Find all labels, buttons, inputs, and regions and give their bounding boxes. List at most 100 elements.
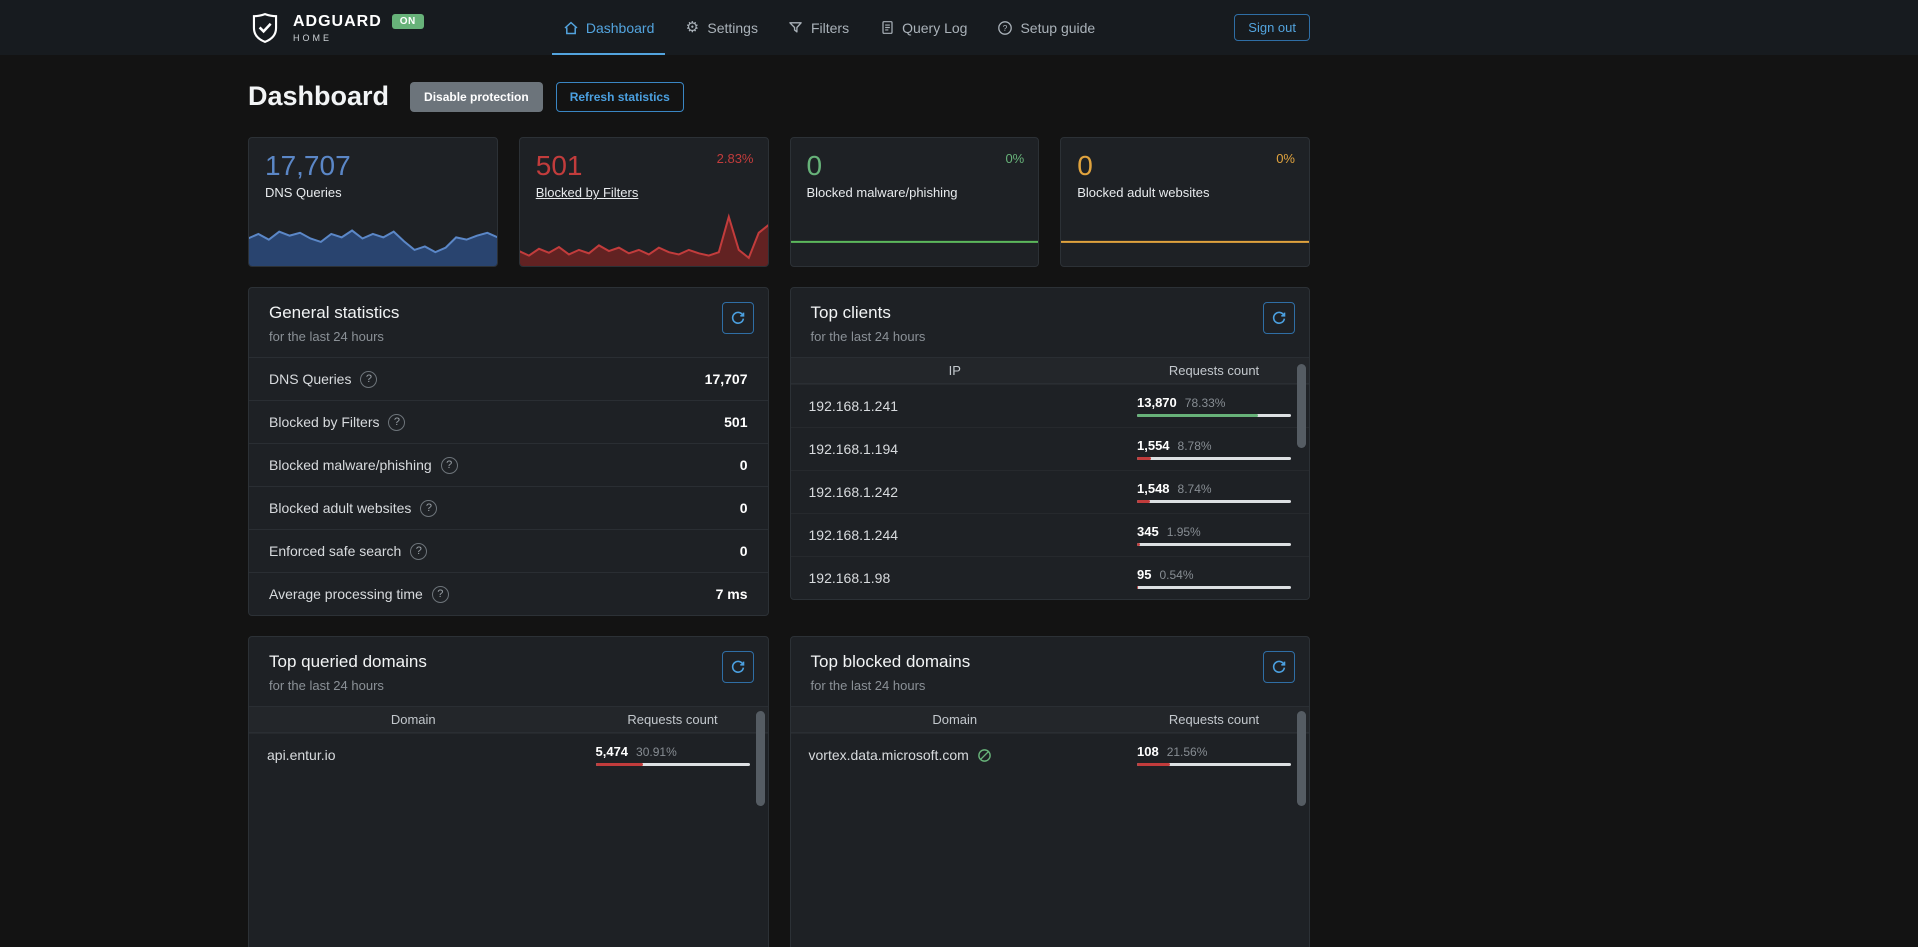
refresh-general-statistics-button[interactable] <box>721 302 754 334</box>
scrollbar-thumb[interactable] <box>1297 364 1306 448</box>
document-icon <box>879 20 895 36</box>
stat-row-label: Blocked adult websites <box>269 500 412 516</box>
client-row: 192.168.1.244 345 1.95% <box>790 513 1309 556</box>
scrollbar-thumb[interactable] <box>755 711 765 806</box>
domain-name: vortex.data.microsoft.com <box>808 747 969 763</box>
refresh-icon <box>731 311 744 324</box>
request-percent: 30.91% <box>636 745 677 759</box>
stat-label: Blocked malware/phishing <box>806 185 958 201</box>
adguard-shield-icon <box>248 11 282 45</box>
request-percent: 8.78% <box>1177 439 1212 453</box>
request-count: 345 <box>1137 524 1159 539</box>
svg-text:?: ? <box>1003 23 1008 33</box>
stat-value: 0 <box>1077 150 1093 181</box>
refresh-icon <box>1272 660 1286 673</box>
nav-item-label: Query Log <box>902 19 968 36</box>
refresh-statistics-button[interactable]: Refresh statistics <box>555 81 684 112</box>
stat-card-blocked-filters: 2.83% 501 Blocked by Filters <box>518 137 769 267</box>
nav-item-label: Settings <box>707 19 758 36</box>
request-percent: 8.74% <box>1177 482 1212 496</box>
stat-value: 0 <box>806 150 823 181</box>
stat-row-label: DNS Queries <box>269 371 352 387</box>
page-title: Dashboard <box>248 81 390 111</box>
stat-row: DNS Queries? 17,707 <box>249 357 768 400</box>
scrollbar[interactable] <box>1297 709 1306 947</box>
help-icon[interactable]: ? <box>440 456 458 474</box>
dns-queries-sparkline <box>248 210 497 266</box>
stat-row: Blocked malware/phishing? 0 <box>249 443 768 486</box>
client-row: 192.168.1.194 1,554 8.78% <box>790 427 1309 470</box>
domain-row: vortex.data.microsoft.com 108 21.56% <box>790 733 1309 776</box>
refresh-top-clients-button[interactable] <box>1263 302 1295 334</box>
help-icon[interactable]: ? <box>431 585 449 603</box>
stat-percent: 0% <box>1005 151 1025 166</box>
panel-title: Top blocked domains <box>810 652 971 671</box>
help-icon[interactable]: ? <box>388 413 406 431</box>
top-nav: ADGUARD ON HOME Dashboard ⚙ Settings <box>0 0 1918 55</box>
nav-item-dashboard[interactable]: Dashboard <box>551 0 666 55</box>
stat-value: 17,707 <box>265 150 351 181</box>
request-count: 95 <box>1137 567 1152 582</box>
blocked-filters-sparkline <box>519 210 768 266</box>
brand-subtitle: HOME <box>293 32 332 43</box>
top-clients-panel: Top clients for the last 24 hours IP Req… <box>789 287 1310 600</box>
nav-item-filters[interactable]: Filters <box>777 0 860 55</box>
panel-title: Top clients <box>810 303 891 322</box>
usage-bar <box>595 763 750 766</box>
table-header: IP Requests count <box>790 357 1309 384</box>
general-statistics-panel: General statistics for the last 24 hours… <box>248 287 769 616</box>
page-header: Dashboard Disable protection Refresh sta… <box>248 81 1310 112</box>
client-ip: 192.168.1.241 <box>808 398 899 414</box>
blocked-malware-sparkline <box>790 210 1040 267</box>
column-header-requests: Requests count <box>627 712 718 727</box>
stat-percent: 2.83% <box>716 151 754 166</box>
stat-percent: 0% <box>1276 151 1295 166</box>
stat-card-blocked-adult: 0% 0 Blocked adult websites <box>1060 137 1310 267</box>
blocked-adult-sparkline <box>1060 210 1310 267</box>
request-count: 5,474 <box>595 744 629 759</box>
help-icon[interactable]: ? <box>420 499 438 517</box>
request-count: 1,548 <box>1137 481 1170 496</box>
scrollbar-thumb[interactable] <box>1297 711 1306 806</box>
panel-subtitle: for the last 24 hours <box>810 329 926 344</box>
main-content: Dashboard Disable protection Refresh sta… <box>248 81 1310 947</box>
sign-out-button[interactable]: Sign out <box>1234 14 1310 41</box>
nav-item-label: Dashboard <box>585 19 655 36</box>
stat-row-value: 0 <box>739 457 748 473</box>
refresh-icon <box>731 660 744 673</box>
help-icon[interactable]: ? <box>360 370 378 388</box>
scrollbar[interactable] <box>755 709 765 947</box>
column-header-domain: Domain <box>932 712 978 727</box>
nav-item-label: Filters <box>810 19 850 36</box>
refresh-icon <box>1272 311 1286 324</box>
home-icon <box>563 20 579 36</box>
nav-item-query-log[interactable]: Query Log <box>868 0 978 55</box>
disable-protection-button[interactable]: Disable protection <box>410 81 543 112</box>
usage-bar <box>1137 414 1291 417</box>
brand[interactable]: ADGUARD ON HOME <box>248 11 424 45</box>
refresh-top-blocked-button[interactable] <box>1263 651 1295 683</box>
column-header-requests: Requests count <box>1168 712 1260 727</box>
stat-cards: 17,707 DNS Queries 2.83% 501 Blocked by … <box>248 137 1310 267</box>
stat-row-label: Enforced safe search <box>269 543 402 559</box>
request-count: 13,870 <box>1137 395 1177 410</box>
nav-item-label: Setup guide <box>1020 19 1096 36</box>
request-percent: 21.56% <box>1166 745 1208 759</box>
column-header-ip: IP <box>948 363 961 378</box>
nav-item-setup-guide[interactable]: ? Setup guide <box>986 0 1106 55</box>
table-header: Domain Requests count <box>249 706 768 733</box>
scrollbar[interactable] <box>1297 362 1306 596</box>
table-header: Domain Requests count <box>790 706 1309 733</box>
blocked-by-filters-link[interactable]: Blocked by Filters <box>535 185 639 201</box>
refresh-top-queried-button[interactable] <box>721 651 754 683</box>
stat-row: Blocked adult websites? 0 <box>249 486 768 529</box>
client-ip: 192.168.1.244 <box>808 527 899 543</box>
stat-row-value: 0 <box>739 543 748 559</box>
stat-card-dns-queries: 17,707 DNS Queries <box>248 137 498 267</box>
help-icon[interactable]: ? <box>410 542 428 560</box>
domain-name: api.entur.io <box>267 747 336 763</box>
stat-row: Enforced safe search? 0 <box>249 529 768 572</box>
nav-item-settings[interactable]: ⚙ Settings <box>673 0 769 55</box>
client-ip: 192.168.1.242 <box>808 484 899 500</box>
usage-bar <box>1137 586 1291 589</box>
